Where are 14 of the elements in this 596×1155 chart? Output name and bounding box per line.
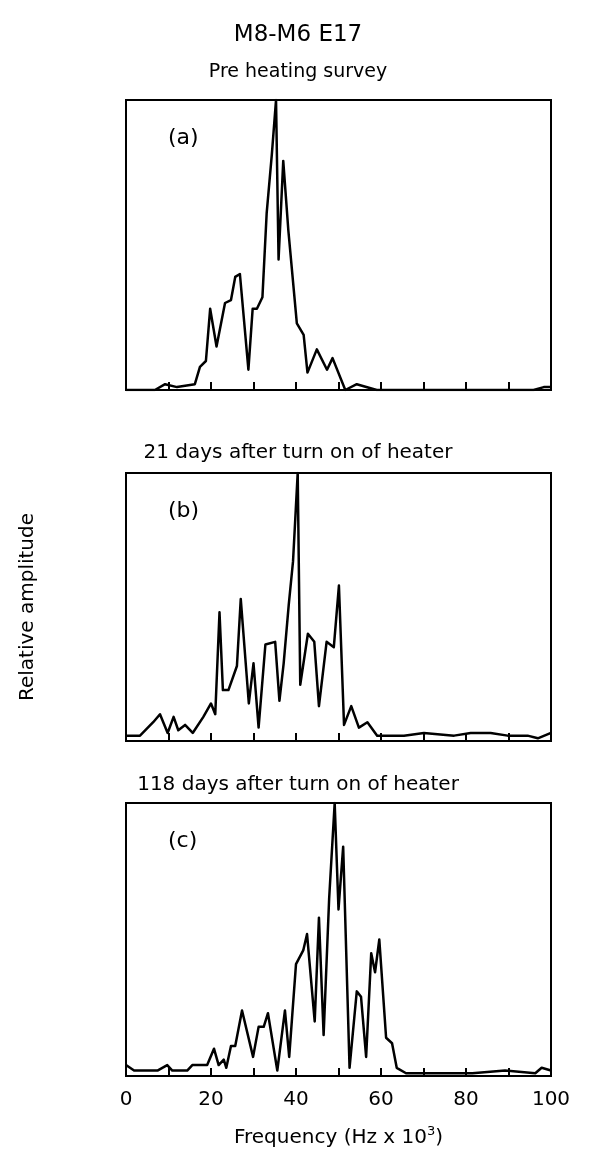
x-tick-label: 60 [368,1086,394,1110]
annotation: (a) [168,123,199,149]
y-axis-title: Relative amplitude [14,512,38,702]
annotation: (b) [168,496,200,522]
x-tick-label: 20 [198,1086,224,1110]
chart-subtitle: Pre heating survey [208,58,388,81]
chart-title: 118 days after turn on of heater [137,771,460,795]
x-tick-label: 80 [453,1086,479,1110]
x-tick-label: 100 [531,1086,571,1110]
chart-title: 21 days after turn on of heater [143,439,454,463]
x-tick-label: 0 [119,1086,133,1110]
chart-title: M8-M6 E17 [233,19,363,46]
x-tick-label: 40 [283,1086,309,1110]
annotation: (c) [168,826,198,852]
